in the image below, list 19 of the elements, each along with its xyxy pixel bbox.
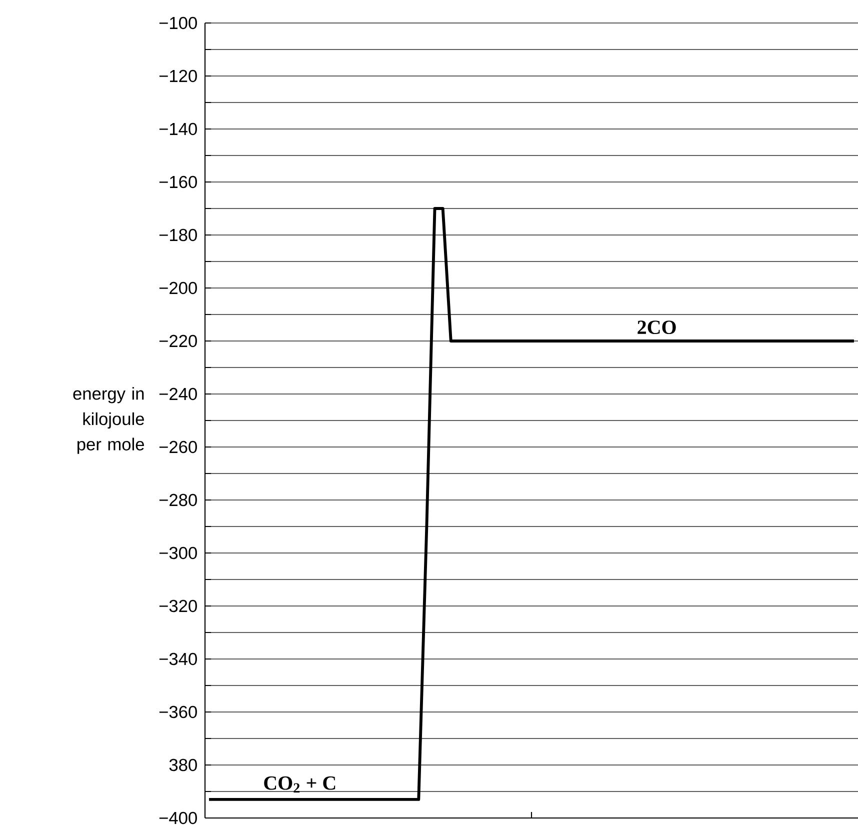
annotation: CO$_{2}$ + C: [264, 776, 336, 792]
y-tick-label: −400: [159, 812, 197, 824]
y-tick-label: −240: [159, 388, 197, 400]
y-axis-title: energy in kilojoule per mole: [73, 387, 144, 454]
y-tick-label: −120: [159, 70, 197, 82]
y-tick-label: −360: [159, 706, 197, 718]
y-tick-label: −180: [159, 228, 197, 242]
y-tick-label: 380: [169, 758, 197, 772]
y-tick-label: −320: [159, 600, 197, 612]
y-tick-label: −100: [159, 16, 197, 30]
y-tick-label: −200: [159, 282, 197, 294]
y-tick-label: −340: [159, 652, 197, 666]
annotation: 2CO: [638, 320, 676, 334]
y-tick-label: −140: [159, 122, 197, 136]
y-tick-label: −260: [159, 440, 197, 454]
y-tick-label: −300: [159, 546, 197, 560]
y-tick-label: −280: [159, 494, 197, 506]
y-tick-label: −160: [159, 176, 197, 188]
y-tick-label: −220: [159, 334, 197, 348]
